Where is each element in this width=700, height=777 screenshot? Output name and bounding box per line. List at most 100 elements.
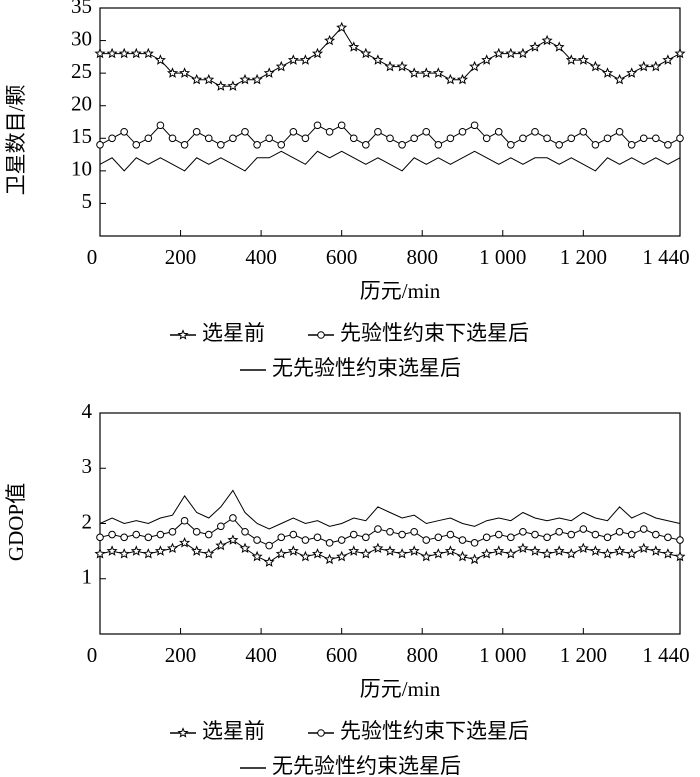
- data-point: [553, 545, 565, 556]
- data-point: [662, 548, 674, 559]
- series-line: [99, 150, 681, 172]
- data-point: [313, 533, 322, 542]
- data-point: [638, 60, 650, 72]
- data-point: [422, 127, 431, 136]
- data-point: [481, 54, 493, 65]
- x-tick-label: 1 200: [560, 643, 607, 667]
- x-axis-title: 历元/min: [360, 279, 441, 303]
- data-point: [217, 522, 225, 531]
- data-point: [241, 127, 249, 136]
- x-tick-label: 0: [87, 245, 98, 269]
- data-point: [156, 121, 165, 130]
- data-point: [360, 548, 372, 559]
- data-point: [324, 34, 336, 46]
- data-point: [577, 542, 589, 554]
- data-point: [519, 527, 527, 536]
- data-point: [192, 127, 201, 136]
- data-point: [652, 134, 660, 143]
- data-point: [287, 54, 299, 65]
- data-point: [179, 536, 191, 548]
- y-tick-label: 25: [71, 59, 92, 83]
- data-point: [324, 553, 336, 565]
- legend-label: 无先验性约束选星后: [272, 356, 461, 380]
- y-tick-label: 3: [82, 454, 93, 478]
- data-point: [652, 530, 660, 539]
- series-line: [99, 489, 681, 530]
- data-point: [408, 545, 420, 556]
- data-point: [567, 134, 576, 143]
- data-point: [337, 536, 346, 544]
- legend-marker: [177, 727, 189, 738]
- data-point: [398, 530, 406, 539]
- data-point: [626, 548, 638, 559]
- data-point: [458, 536, 467, 544]
- data-point: [180, 141, 189, 149]
- data-point: [676, 134, 684, 143]
- data-point: [444, 545, 456, 556]
- legend-label: 先验性约束下选星后: [340, 321, 529, 345]
- data-point: [289, 127, 298, 136]
- data-point: [517, 47, 529, 59]
- data-point: [650, 545, 662, 556]
- data-point: [446, 134, 455, 143]
- x-tick-label: 200: [165, 643, 197, 667]
- data-point: [469, 60, 481, 72]
- data-point: [434, 141, 443, 149]
- data-point: [614, 73, 626, 85]
- data-point: [650, 60, 662, 72]
- legend-marker: [317, 729, 325, 737]
- data-point: [168, 527, 177, 536]
- x-tick-label: 1 000: [479, 245, 526, 269]
- data-point: [120, 127, 128, 136]
- data-point: [481, 548, 493, 559]
- data-point: [337, 121, 346, 130]
- data-point: [265, 541, 273, 550]
- data-point: [325, 539, 334, 547]
- data-point: [372, 54, 384, 65]
- data-point: [531, 530, 539, 539]
- data-point: [96, 141, 104, 149]
- data-point: [118, 47, 130, 59]
- data-point: [227, 80, 239, 91]
- data-point: [142, 47, 154, 59]
- x-tick-label: 800: [406, 245, 438, 269]
- data-point: [203, 73, 215, 85]
- data-point: [638, 542, 650, 554]
- data-point: [494, 127, 503, 136]
- data-point: [192, 527, 201, 536]
- data-point: [579, 127, 588, 136]
- data-point: [420, 67, 432, 78]
- x-tick-label: 1 000: [479, 643, 526, 667]
- data-point: [470, 121, 479, 130]
- data-point: [432, 67, 444, 78]
- data-point: [529, 41, 541, 52]
- data-point: [311, 47, 324, 59]
- data-point: [227, 534, 239, 545]
- data-point: [239, 542, 251, 554]
- plot-frame: [99, 7, 681, 237]
- data-point: [543, 134, 551, 143]
- data-point: [410, 134, 418, 143]
- x-tick-label: 1 200: [560, 245, 607, 269]
- data-point: [469, 553, 481, 565]
- legend-label: 选星前: [202, 719, 265, 743]
- data-point: [204, 134, 213, 143]
- data-point: [374, 127, 382, 136]
- data-point: [108, 134, 116, 143]
- data-point: [591, 141, 600, 149]
- data-point: [191, 73, 203, 85]
- data-point: [555, 527, 563, 536]
- data-point: [579, 525, 588, 533]
- x-tick-label: 600: [326, 643, 358, 667]
- x-tick-label: 400: [245, 643, 277, 667]
- data-point: [374, 525, 382, 533]
- data-point: [639, 134, 648, 143]
- data-point: [408, 67, 420, 78]
- y-tick-label: 4: [82, 399, 93, 423]
- data-point: [577, 54, 589, 65]
- data-point: [299, 54, 311, 65]
- data-point: [166, 67, 179, 78]
- data-point: [179, 67, 191, 78]
- data-point: [386, 527, 394, 536]
- data-point: [507, 533, 515, 542]
